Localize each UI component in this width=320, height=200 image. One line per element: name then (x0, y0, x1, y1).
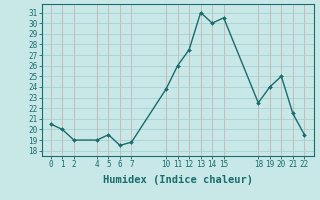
X-axis label: Humidex (Indice chaleur): Humidex (Indice chaleur) (103, 175, 252, 185)
